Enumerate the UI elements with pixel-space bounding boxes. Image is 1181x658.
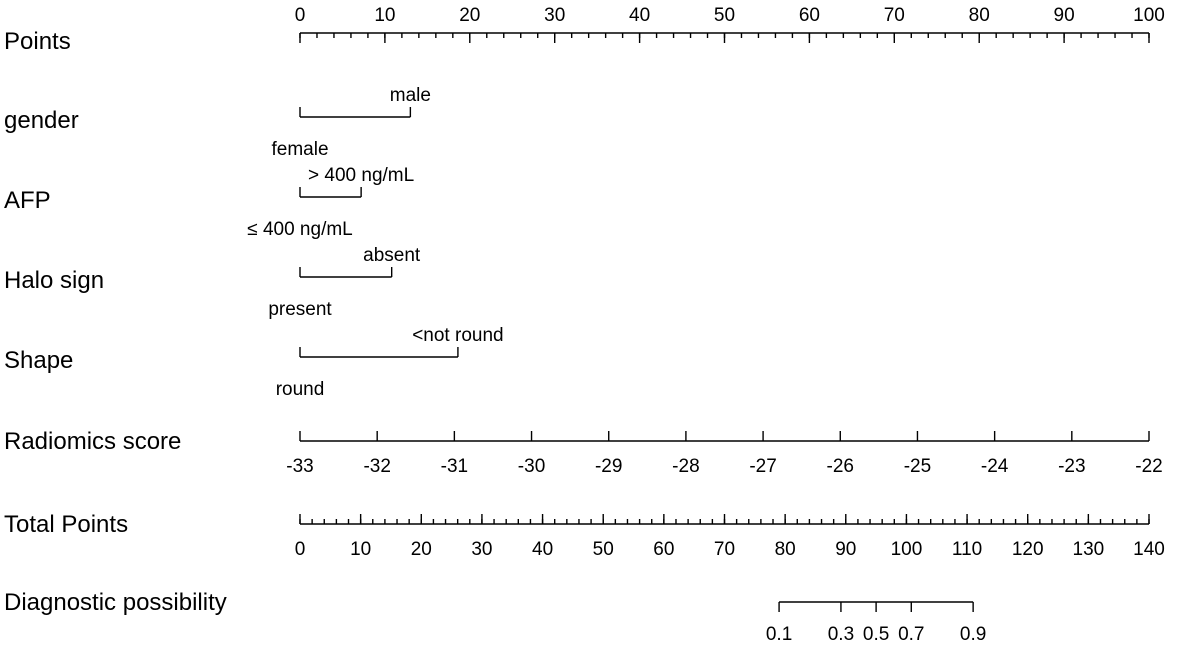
- tick-label: -25: [904, 456, 931, 477]
- tick-label: 90: [1054, 5, 1075, 26]
- tick-label: 120: [1012, 539, 1044, 560]
- row-label: Shape: [4, 347, 73, 374]
- tick-label: -23: [1058, 456, 1085, 477]
- tick-label: -28: [672, 456, 699, 477]
- tick-label: 0: [295, 5, 306, 26]
- row-label: Total Points: [4, 511, 128, 538]
- row-label: Radiomics score: [4, 428, 181, 455]
- tick-label: 0.9: [960, 624, 986, 645]
- tick-label: 30: [544, 5, 565, 26]
- level-label: round: [276, 379, 325, 400]
- level-label: female: [271, 139, 328, 160]
- row-label: Halo sign: [4, 267, 104, 294]
- level-label: <not round: [412, 325, 503, 346]
- tick-label: -30: [518, 456, 545, 477]
- level-label: present: [268, 299, 332, 320]
- tick-label: 70: [714, 539, 735, 560]
- level-label: > 400 ng/mL: [308, 165, 414, 186]
- tick-label: 0.3: [828, 624, 854, 645]
- tick-label: -31: [441, 456, 468, 477]
- tick-label: 110: [952, 539, 982, 560]
- tick-label: 20: [459, 5, 480, 26]
- level-label: male: [390, 85, 431, 106]
- tick-label: 0.1: [766, 624, 792, 645]
- tick-label: 130: [1073, 539, 1105, 560]
- tick-label: 40: [532, 539, 553, 560]
- tick-label: 20: [411, 539, 432, 560]
- tick-label: -24: [981, 456, 1009, 477]
- tick-label: 100: [1133, 5, 1165, 26]
- tick-label: -33: [286, 456, 313, 477]
- tick-label: 60: [799, 5, 820, 26]
- tick-label: 140: [1133, 539, 1165, 560]
- tick-label: -26: [827, 456, 854, 477]
- tick-label: -22: [1135, 456, 1162, 477]
- tick-label: 80: [969, 5, 990, 26]
- row-label: gender: [4, 107, 79, 134]
- tick-label: 50: [714, 5, 735, 26]
- tick-label: 0.7: [898, 624, 924, 645]
- row-label: AFP: [4, 187, 51, 214]
- tick-label: 100: [891, 539, 923, 560]
- tick-label: 0.5: [863, 624, 889, 645]
- tick-label: 40: [629, 5, 650, 26]
- level-label: absent: [363, 245, 421, 266]
- tick-label: 10: [350, 539, 371, 560]
- tick-label: 50: [593, 539, 614, 560]
- tick-label: 30: [471, 539, 492, 560]
- row-labels: Points gender AFP Halo sign Shape Radiomics s…: [4, 28, 227, 616]
- tick-label: 70: [884, 5, 905, 26]
- tick-label: 80: [775, 539, 796, 560]
- row-label: Points: [4, 28, 71, 55]
- tick-label: 90: [835, 539, 856, 560]
- tick-label: 10: [374, 5, 395, 26]
- tick-label: -27: [749, 456, 776, 477]
- tick-label: 0: [295, 539, 306, 560]
- tick-label: 60: [653, 539, 674, 560]
- tick-label: -32: [363, 456, 390, 477]
- row-label: Diagnostic possibility: [4, 589, 227, 616]
- tick-label: -29: [595, 456, 622, 477]
- level-label: ≤ 400 ng/mL: [247, 219, 353, 240]
